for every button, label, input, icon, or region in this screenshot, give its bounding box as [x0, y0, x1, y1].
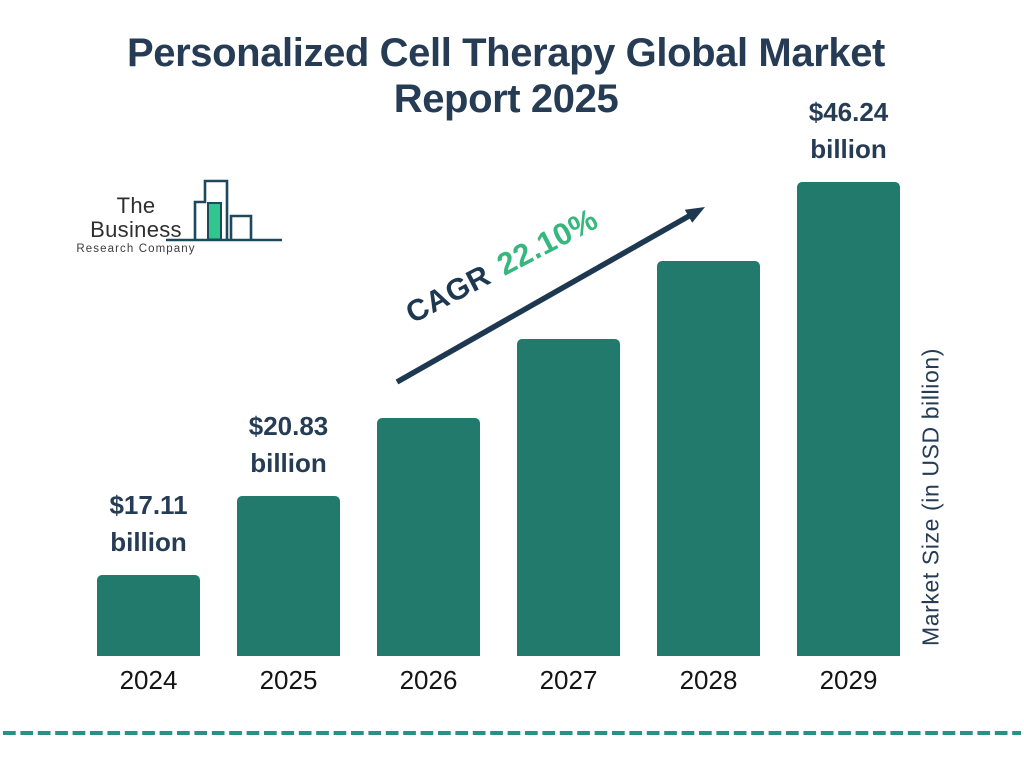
logo-short-bar	[229, 214, 253, 240]
value-label-2025: $20.83 billion	[249, 408, 329, 482]
logo-tall-bar	[193, 179, 229, 240]
value-label-amount: $17.11	[109, 490, 188, 520]
value-label-unit: billion	[810, 134, 887, 164]
year-label-2027: 2027	[539, 665, 598, 695]
value-label-2029: $46.24 billion	[809, 94, 889, 168]
year-label-2025: 2025	[259, 665, 318, 695]
logo-company-name: The Business	[90, 193, 182, 242]
bar-2024	[97, 575, 200, 656]
bar-group-2028: 2028	[657, 261, 760, 695]
bar-2026	[377, 418, 480, 656]
bar-group-2024: $17.11 billion 2024	[97, 490, 200, 695]
year-label-2026: 2026	[399, 665, 458, 695]
year-label-2028: 2028	[679, 665, 738, 695]
bar-chart-logo-icon	[166, 179, 282, 242]
bar-group-2029: $46.24 billion 2029	[797, 97, 900, 695]
y-axis-label: Market Size (in USD billion)	[917, 348, 944, 646]
bar-2028	[657, 261, 760, 656]
bar-2029	[797, 182, 900, 656]
page-title: Personalized Cell Therapy Global Market …	[0, 30, 1012, 122]
logo-text: The Business Research Company	[74, 194, 198, 256]
company-logo: The Business Research Company	[74, 178, 286, 255]
value-label-unit: billion	[250, 448, 327, 478]
bar-2027	[517, 339, 620, 656]
bar-group-2025: $20.83 billion 2025	[237, 411, 340, 695]
page-title-line2: Report 2025	[393, 77, 619, 121]
year-label-2029: 2029	[819, 665, 878, 695]
bar-group-2026: 2026	[377, 418, 480, 695]
page-title-line1: Personalized Cell Therapy Global Market	[127, 31, 885, 75]
logo-company-subname: Research Company	[76, 243, 196, 255]
value-label-amount: $20.83	[248, 411, 329, 441]
value-label-unit: billion	[110, 527, 187, 557]
value-label-amount: $46.24	[808, 97, 889, 127]
value-label-2024: $17.11 billion	[109, 487, 187, 561]
year-label-2024: 2024	[119, 665, 178, 695]
logo-green-bar	[207, 202, 222, 241]
bar-group-2027: 2027	[517, 339, 620, 695]
bar-2025	[237, 496, 340, 656]
